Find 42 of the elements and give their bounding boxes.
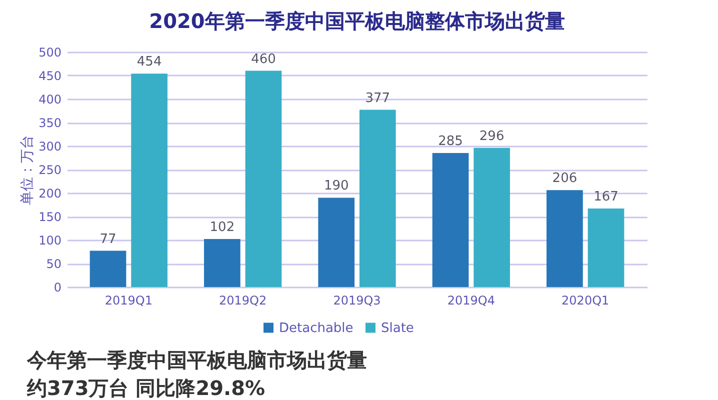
bar <box>131 74 168 287</box>
legend-label: Slate <box>381 320 414 336</box>
chart-title: 2020年第一季度中国平板电脑整体市场出货量 <box>149 9 565 33</box>
bar <box>359 110 396 287</box>
bar <box>204 239 240 287</box>
x-tick-label: 2019Q2 <box>219 294 267 308</box>
data-label: 206 <box>552 171 578 186</box>
x-tick-label: 2019Q1 <box>104 294 152 308</box>
bar <box>318 198 355 287</box>
y-tick-label: 200 <box>38 186 62 200</box>
y-tick-label: 150 <box>38 210 62 224</box>
legend-label: Detachable <box>279 320 354 336</box>
text: 今年第一季度中国平板电脑市场出货量 <box>26 348 367 372</box>
bar <box>474 148 510 287</box>
y-tick-label: 500 <box>38 46 62 60</box>
bar <box>588 208 624 287</box>
x-tick-label: 2019Q4 <box>447 294 495 308</box>
y-tick-label: 0 <box>54 280 62 294</box>
data-label: 454 <box>136 54 162 70</box>
data-label: 190 <box>324 178 349 194</box>
data-label: 377 <box>365 90 390 106</box>
bar <box>245 70 282 287</box>
data-label: 296 <box>479 128 504 144</box>
y-tick-label: 350 <box>38 116 62 130</box>
y-tick-label: 300 <box>38 140 62 154</box>
data-label: 460 <box>251 52 276 67</box>
data-label: 77 <box>100 232 116 247</box>
bar <box>432 153 469 287</box>
bar <box>546 190 583 287</box>
data-label: 102 <box>210 220 235 236</box>
y-tick-label: 450 <box>38 69 62 83</box>
y-tick-label: 100 <box>38 234 62 248</box>
y-tick-label: 400 <box>38 92 62 106</box>
data-label: 167 <box>594 190 618 205</box>
data-label: 285 <box>438 134 463 150</box>
y-axis-title: 单位：万台 <box>20 135 36 205</box>
text: 约373万台 同比降29.8% <box>26 376 266 400</box>
x-tick-label: 2019Q3 <box>333 294 381 308</box>
x-tick-label: 2020Q1 <box>562 294 610 308</box>
y-tick-label: 250 <box>38 163 62 177</box>
bar <box>90 250 126 287</box>
y-tick-label: 50 <box>46 257 62 271</box>
